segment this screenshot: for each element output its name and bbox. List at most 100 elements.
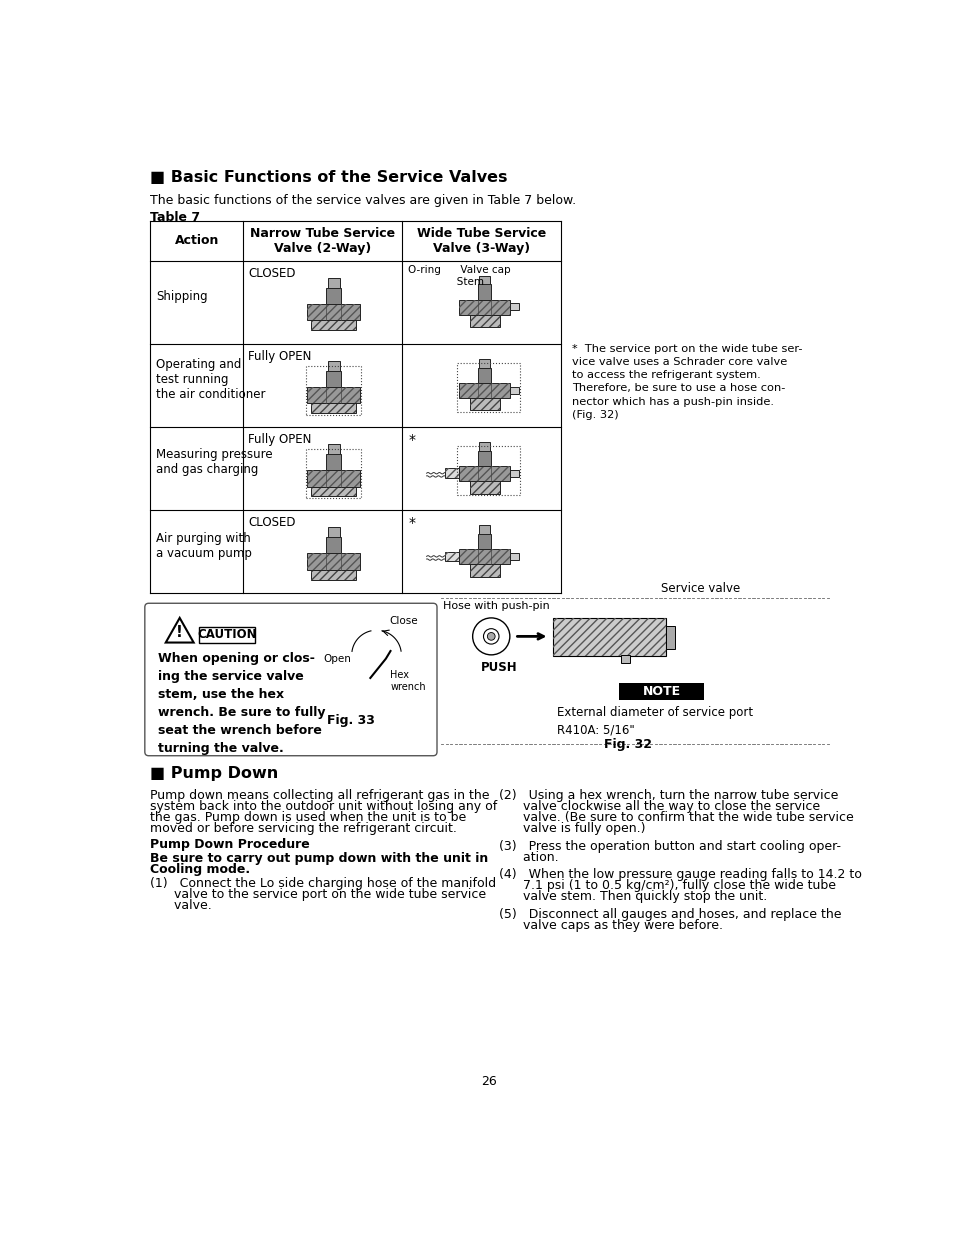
Bar bbox=[326, 454, 341, 471]
Bar bbox=[479, 442, 490, 451]
Bar bbox=[326, 537, 341, 553]
Bar bbox=[458, 550, 510, 564]
Text: (4)   When the low pressure gauge reading falls to 14.2 to: (4) When the low pressure gauge reading … bbox=[498, 868, 861, 881]
Bar bbox=[328, 278, 339, 288]
Bar bbox=[307, 387, 360, 404]
Bar bbox=[479, 275, 490, 284]
Text: *: * bbox=[408, 433, 415, 447]
Text: The basic functions of the service valves are given in Table 7 below.: The basic functions of the service valve… bbox=[150, 194, 576, 207]
Bar bbox=[311, 569, 355, 579]
Bar bbox=[326, 288, 341, 304]
Bar bbox=[469, 564, 499, 577]
Bar bbox=[444, 552, 458, 561]
Text: Action: Action bbox=[174, 235, 218, 247]
Bar bbox=[458, 466, 510, 480]
Text: Fig. 33: Fig. 33 bbox=[327, 714, 375, 727]
Text: (2)   Using a hex wrench, turn the narrow tube service: (2) Using a hex wrench, turn the narrow … bbox=[498, 789, 838, 802]
Bar bbox=[458, 383, 510, 398]
Bar bbox=[553, 618, 665, 656]
Bar bbox=[510, 304, 518, 310]
Bar bbox=[553, 618, 665, 656]
Bar bbox=[620, 655, 629, 662]
Bar bbox=[311, 487, 355, 496]
Text: Air purging with
a vacuum pump: Air purging with a vacuum pump bbox=[156, 531, 252, 559]
Bar bbox=[469, 564, 499, 577]
Text: Be sure to carry out pump down with the unit in: Be sure to carry out pump down with the … bbox=[150, 852, 488, 864]
Text: system back into the outdoor unit without losing any of: system back into the outdoor unit withou… bbox=[150, 800, 497, 813]
Text: valve is fully open.): valve is fully open.) bbox=[498, 823, 645, 835]
Bar bbox=[311, 404, 355, 414]
Text: Cooling mode.: Cooling mode. bbox=[150, 863, 250, 876]
Text: ation.: ation. bbox=[498, 851, 558, 863]
Bar bbox=[469, 480, 499, 494]
Text: 7.1 psi (1 to 0.5 kg/cm²), fully close the wide tube: 7.1 psi (1 to 0.5 kg/cm²), fully close t… bbox=[498, 879, 835, 893]
Text: valve stem. Then quickly stop the unit.: valve stem. Then quickly stop the unit. bbox=[498, 890, 766, 904]
Text: Hex
wrench: Hex wrench bbox=[390, 671, 426, 692]
Bar bbox=[510, 553, 518, 559]
Text: Operating and
test running
the air conditioner: Operating and test running the air condi… bbox=[156, 358, 266, 400]
Text: *: * bbox=[408, 516, 415, 530]
Text: Measuring pressure
and gas charging: Measuring pressure and gas charging bbox=[156, 448, 273, 477]
Text: Pump down means collecting all refrigerant gas in the: Pump down means collecting all refrigera… bbox=[150, 789, 489, 802]
Text: When opening or clos-
ing the service valve
stem, use the hex
wrench. Be sure to: When opening or clos- ing the service va… bbox=[158, 652, 325, 755]
Bar bbox=[469, 315, 499, 327]
Bar bbox=[458, 383, 510, 398]
Text: Open: Open bbox=[323, 653, 352, 663]
Bar bbox=[458, 466, 510, 480]
Bar bbox=[510, 469, 518, 477]
Text: (1)   Connect the Lo side charging hose of the manifold: (1) Connect the Lo side charging hose of… bbox=[150, 877, 496, 890]
Text: the gas. Pump down is used when the unit is to be: the gas. Pump down is used when the unit… bbox=[150, 811, 466, 824]
Bar bbox=[307, 553, 360, 569]
Text: Fig. 32: Fig. 32 bbox=[603, 739, 651, 751]
Bar bbox=[307, 387, 360, 404]
Bar bbox=[477, 284, 491, 300]
Bar bbox=[306, 367, 361, 415]
Bar bbox=[618, 683, 703, 699]
Text: valve. (Be sure to confirm that the wide tube service: valve. (Be sure to confirm that the wide… bbox=[498, 811, 853, 824]
Bar bbox=[456, 446, 519, 495]
Bar bbox=[328, 527, 339, 537]
Bar bbox=[328, 361, 339, 370]
Bar bbox=[469, 315, 499, 327]
Text: Service valve: Service valve bbox=[660, 582, 740, 595]
Bar bbox=[311, 404, 355, 414]
Bar bbox=[458, 550, 510, 564]
Text: moved or before servicing the refrigerant circuit.: moved or before servicing the refrigeran… bbox=[150, 823, 456, 835]
Bar bbox=[458, 300, 510, 315]
Bar bbox=[311, 487, 355, 496]
Bar bbox=[456, 363, 519, 411]
Bar bbox=[444, 468, 458, 478]
Text: (3)   Press the operation button and start cooling oper-: (3) Press the operation button and start… bbox=[498, 840, 841, 852]
Bar bbox=[311, 320, 355, 330]
Bar bbox=[469, 398, 499, 410]
Text: CLOSED: CLOSED bbox=[248, 516, 295, 530]
Text: Table 7: Table 7 bbox=[150, 211, 200, 225]
Bar bbox=[477, 368, 491, 383]
Text: valve caps as they were before.: valve caps as they were before. bbox=[498, 919, 722, 932]
Text: valve to the service port on the wide tube service: valve to the service port on the wide tu… bbox=[150, 888, 486, 902]
Bar bbox=[444, 468, 458, 478]
Text: Shipping: Shipping bbox=[156, 289, 208, 303]
Text: NOTE: NOTE bbox=[642, 684, 680, 698]
Text: !: ! bbox=[176, 625, 183, 640]
Text: (5)   Disconnect all gauges and hoses, and replace the: (5) Disconnect all gauges and hoses, and… bbox=[498, 908, 841, 921]
Bar bbox=[510, 387, 518, 394]
Text: CLOSED: CLOSED bbox=[248, 267, 295, 280]
Text: Pump Down Procedure: Pump Down Procedure bbox=[150, 839, 310, 851]
Text: Fully OPEN: Fully OPEN bbox=[248, 350, 311, 363]
Bar bbox=[477, 451, 491, 466]
Bar bbox=[306, 450, 361, 498]
Text: CAUTION: CAUTION bbox=[197, 629, 256, 641]
Text: Wide Tube Service
Valve (3-Way): Wide Tube Service Valve (3-Way) bbox=[416, 226, 546, 254]
Text: Hose with push-pin: Hose with push-pin bbox=[443, 601, 550, 611]
Bar bbox=[458, 300, 510, 315]
Text: valve clockwise all the way to close the service: valve clockwise all the way to close the… bbox=[498, 800, 820, 813]
Bar bbox=[326, 370, 341, 387]
Text: Narrow Tube Service
Valve (2-Way): Narrow Tube Service Valve (2-Way) bbox=[250, 226, 395, 254]
Bar bbox=[307, 471, 360, 487]
Text: External diameter of service port
R410A: 5/16": External diameter of service port R410A:… bbox=[557, 705, 753, 737]
Bar bbox=[665, 626, 674, 648]
Text: Close: Close bbox=[389, 615, 417, 626]
Text: valve.: valve. bbox=[150, 899, 212, 913]
Text: 26: 26 bbox=[480, 1076, 497, 1088]
